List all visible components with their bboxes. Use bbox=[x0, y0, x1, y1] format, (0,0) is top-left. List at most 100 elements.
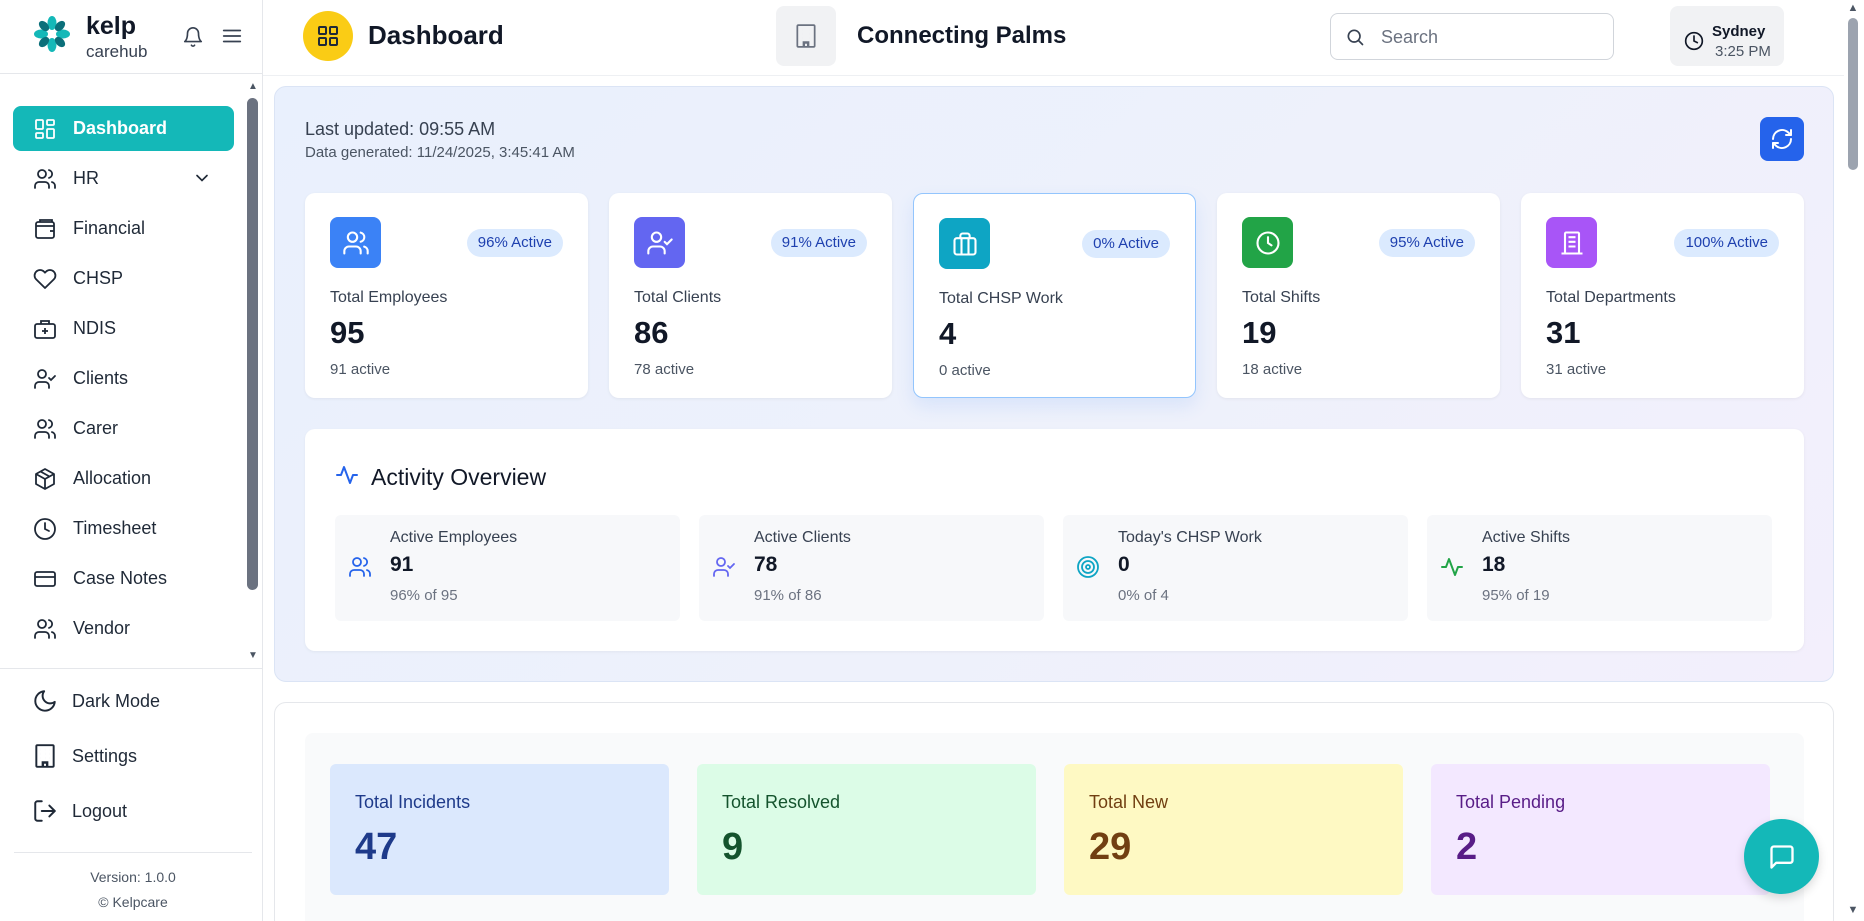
activity-value: 18 bbox=[1482, 553, 1506, 576]
credit-card-icon bbox=[34, 570, 56, 587]
version-text: Version: 1.0.0 bbox=[90, 869, 176, 885]
sidebar-item-financial[interactable]: Financial bbox=[13, 206, 234, 251]
sidebar-item-carer[interactable]: Carer bbox=[13, 406, 234, 451]
clock-icon bbox=[1684, 31, 1704, 51]
sidebar-scroll-down-arrow[interactable]: ▼ bbox=[248, 650, 258, 661]
sidebar-item-ndis[interactable]: NDIS bbox=[13, 306, 234, 351]
incident-label: Total Pending bbox=[1456, 792, 1566, 812]
chevron-down-icon[interactable] bbox=[192, 168, 212, 188]
sidebar-item-label: Allocation bbox=[73, 468, 152, 488]
sidebar-item-label: Carer bbox=[73, 418, 119, 438]
sidebar-item-chsp[interactable]: CHSP bbox=[13, 256, 234, 301]
incident-card-total[interactable]: Total Incidents 47 bbox=[330, 764, 669, 895]
sidebar-item-dashboard[interactable]: Dashboard bbox=[13, 106, 234, 151]
sidebar-item-label: NDIS bbox=[73, 318, 117, 338]
wallet-icon bbox=[35, 218, 55, 239]
dashboard-badge-icon bbox=[303, 11, 353, 61]
activity-value: 0 bbox=[1118, 553, 1130, 576]
users-icon bbox=[349, 557, 371, 577]
chat-button[interactable] bbox=[1744, 819, 1819, 894]
clock-icon bbox=[34, 517, 56, 540]
stat-icon-bg bbox=[1242, 217, 1293, 268]
sidebar-scroll-up-arrow[interactable]: ▲ bbox=[248, 81, 258, 92]
sidebar-item-case-notes[interactable]: Case Notes bbox=[13, 556, 234, 601]
settings-link[interactable]: Settings bbox=[32, 743, 137, 769]
page-scroll-down-arrow[interactable]: ▼ bbox=[1847, 904, 1859, 916]
stat-icon-bg bbox=[939, 218, 990, 269]
stat-value: 31 bbox=[1546, 315, 1581, 350]
search-icon bbox=[1347, 29, 1364, 46]
stat-label: Total Shifts bbox=[1242, 289, 1321, 306]
activity-overview-title: Activity Overview bbox=[371, 464, 547, 490]
activity-icon bbox=[1441, 558, 1463, 576]
activity-value: 91 bbox=[390, 553, 414, 576]
data-generated: Data generated: 11/24/2025, 3:45:41 AM bbox=[305, 144, 575, 161]
refresh-button[interactable] bbox=[1760, 117, 1804, 161]
incident-value: 29 bbox=[1089, 826, 1132, 868]
activity-subtext: 91% of 86 bbox=[754, 587, 822, 604]
brand-header: kelp carehub bbox=[0, 0, 262, 74]
organization-name: Connecting Palms bbox=[857, 22, 1067, 49]
overview-panel: Last updated: 09:55 AM Data generated: 1… bbox=[274, 86, 1834, 682]
stat-card-employees[interactable]: 96% Active Total Employees 95 91 active bbox=[305, 193, 588, 398]
activity-icon bbox=[336, 466, 358, 484]
bell-icon[interactable] bbox=[182, 26, 204, 48]
activity-card-shifts: Active Shifts 18 95% of 19 bbox=[1427, 515, 1772, 621]
sidebar-item-label: Clients bbox=[73, 368, 129, 388]
dashboard-icon bbox=[35, 118, 55, 139]
search-input[interactable] bbox=[1381, 24, 1601, 50]
activity-label: Active Shifts bbox=[1482, 529, 1571, 546]
stat-card-chsp-work[interactable]: 0% Active Total CHSP Work 4 0 active bbox=[913, 193, 1196, 398]
status-badge: 95% Active bbox=[1378, 229, 1475, 257]
sidebar-item-label: Vendor bbox=[73, 618, 131, 638]
moon-icon bbox=[34, 690, 56, 712]
page-scrollbar-thumb[interactable] bbox=[1848, 18, 1858, 170]
sidebar-item-label: Timesheet bbox=[73, 518, 157, 538]
sidebar-item-clients[interactable]: Clients bbox=[13, 356, 234, 401]
sidebar-item-allocation[interactable]: Allocation bbox=[13, 456, 234, 501]
stat-card-departments[interactable]: 100% Active Total Departments 31 31 acti… bbox=[1521, 193, 1804, 398]
medical-kit-icon bbox=[34, 319, 56, 339]
package-icon bbox=[35, 467, 55, 490]
page-scroll-up-arrow[interactable]: ▲ bbox=[1847, 2, 1859, 14]
activity-card-clients: Active Clients 78 91% of 86 bbox=[699, 515, 1044, 621]
sidebar-item-label: Financial bbox=[73, 218, 146, 238]
sidebar-item-vendor[interactable]: Vendor bbox=[13, 606, 234, 651]
sidebar-scrollbar-thumb[interactable] bbox=[247, 98, 258, 590]
stat-subtext: 31 active bbox=[1546, 361, 1607, 378]
incident-card-resolved[interactable]: Total Resolved 9 bbox=[697, 764, 1036, 895]
stat-card-clients[interactable]: 91% Active Total Clients 86 78 active bbox=[609, 193, 892, 398]
stat-label: Total Clients bbox=[634, 289, 722, 306]
page-scrollbar[interactable] bbox=[1844, 0, 1864, 921]
incident-card-pending[interactable]: Total Pending 2 bbox=[1431, 764, 1770, 895]
incidents-panel: Total Incidents 47 Total Resolved 9 Tota… bbox=[274, 702, 1834, 921]
target-icon bbox=[1077, 556, 1099, 578]
copyright-text: © Kelpcare bbox=[98, 894, 168, 910]
incident-label: Total New bbox=[1089, 792, 1169, 812]
status-badge: 100% Active bbox=[1674, 229, 1779, 257]
stat-value: 95 bbox=[330, 315, 365, 350]
stat-label: Total Employees bbox=[330, 289, 448, 306]
dark-mode-toggle[interactable]: Dark Mode bbox=[32, 688, 160, 714]
hamburger-menu-icon[interactable] bbox=[220, 25, 244, 47]
timezone-clock[interactable]: Sydney 3:25 PM bbox=[1670, 6, 1784, 66]
sidebar-item-hr[interactable]: HR bbox=[13, 156, 234, 201]
sidebar-item-label: HR bbox=[73, 168, 99, 188]
sidebar-bottom bbox=[0, 668, 262, 669]
activity-label: Today's CHSP Work bbox=[1118, 529, 1262, 546]
activity-subtext: 95% of 19 bbox=[1482, 587, 1550, 604]
user-check-icon bbox=[34, 368, 56, 389]
kelp-logo-icon bbox=[34, 16, 70, 52]
incident-label: Total Resolved bbox=[722, 792, 841, 812]
stat-card-shifts[interactable]: 95% Active Total Shifts 19 18 active bbox=[1217, 193, 1500, 398]
chat-icon bbox=[1769, 844, 1794, 869]
clock-time: 3:25 PM bbox=[1715, 43, 1771, 60]
incident-card-new[interactable]: Total New 29 bbox=[1064, 764, 1403, 895]
stat-subtext: 91 active bbox=[330, 361, 391, 378]
incident-value: 2 bbox=[1456, 826, 1478, 868]
incident-value: 9 bbox=[722, 826, 744, 868]
activity-label: Active Employees bbox=[390, 529, 518, 546]
top-header: Dashboard Connecting Palms Sydney 3:25 P… bbox=[263, 0, 1844, 76]
sidebar-item-timesheet[interactable]: Timesheet bbox=[13, 506, 234, 551]
logout-link[interactable]: Logout bbox=[32, 798, 127, 824]
